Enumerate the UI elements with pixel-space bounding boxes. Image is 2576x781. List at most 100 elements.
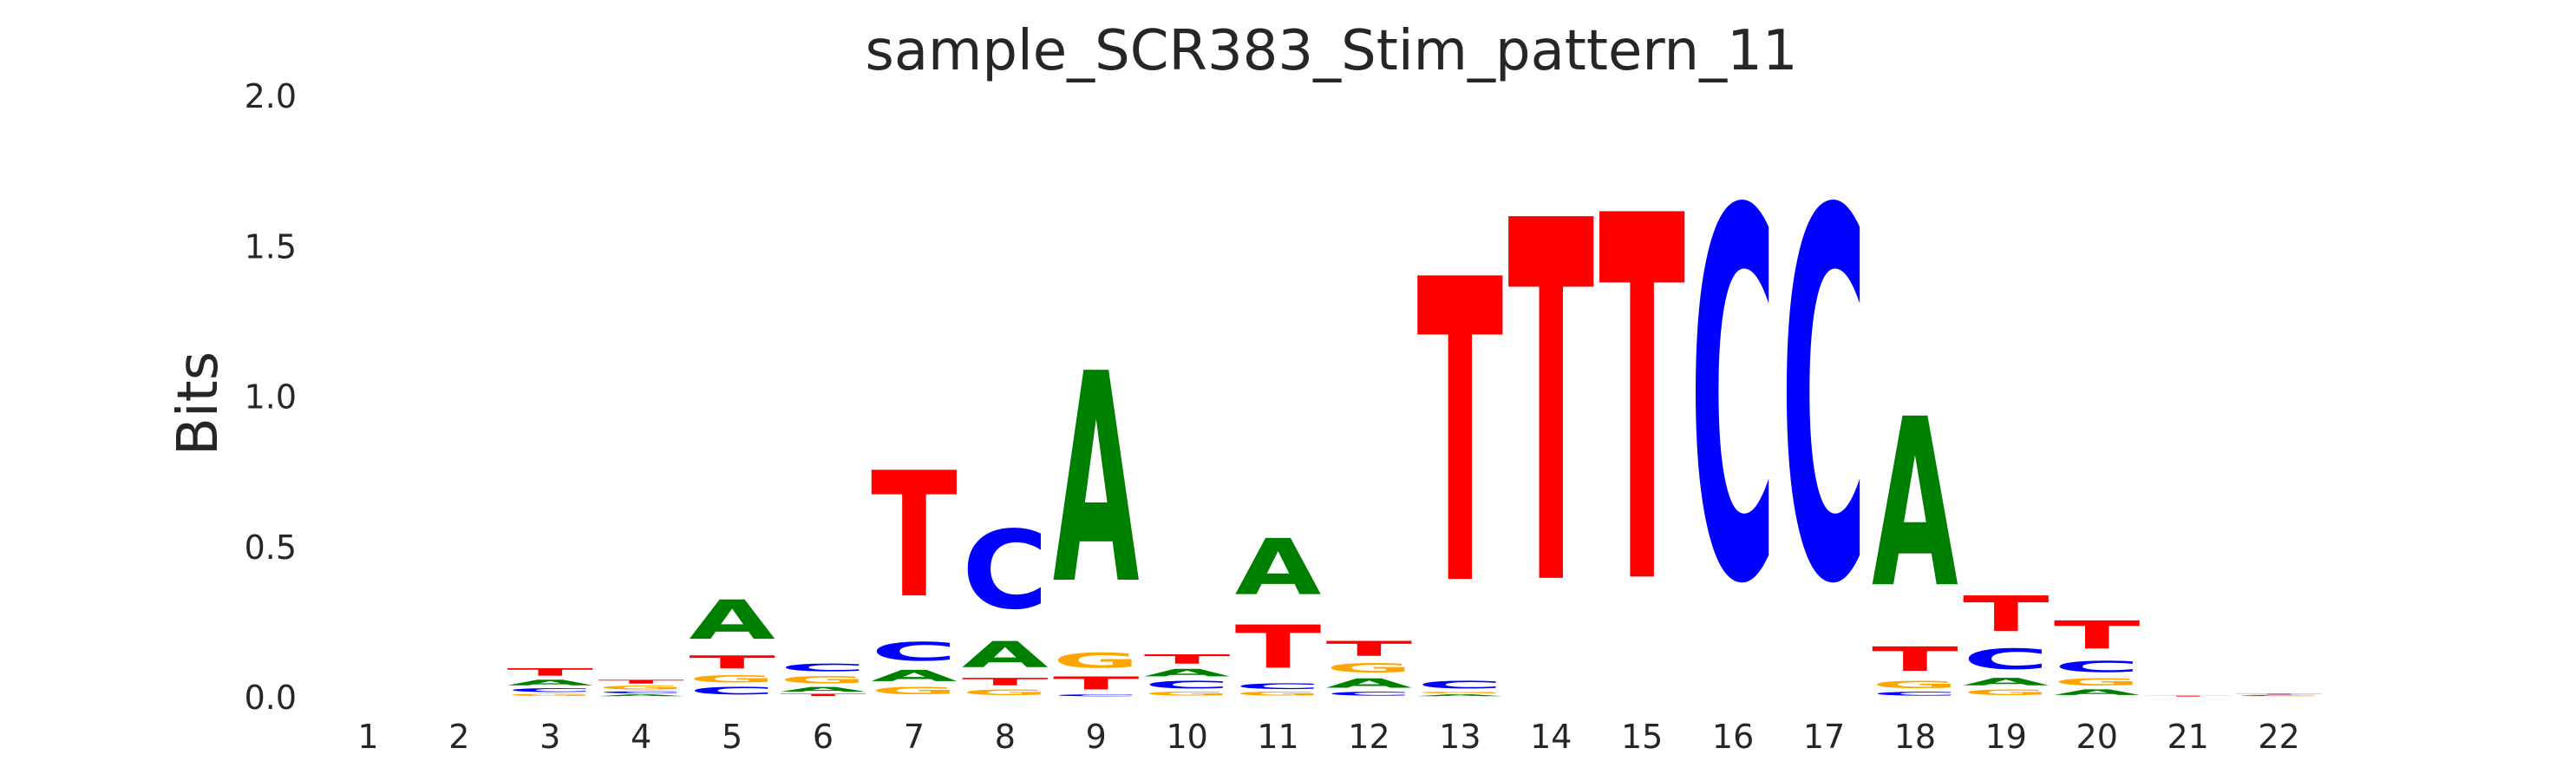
logo-letter-g: G: [1963, 688, 2050, 697]
x-tick-label: 12: [1348, 718, 1389, 756]
x-tick-label: 14: [1530, 718, 1572, 756]
logo-letter-a: A: [1326, 676, 1413, 691]
logo-letter-g: G: [598, 685, 684, 691]
logo-letter-c: C: [1235, 682, 1322, 691]
logo-letter-a: A: [1963, 676, 2050, 688]
logo-letter-c: C: [1417, 679, 1504, 691]
x-tick-label: 17: [1803, 718, 1845, 756]
y-tick-label: 0.5: [245, 528, 297, 567]
x-axis-ticks: 1 2 3 4 5 6 7 8 9 10 11 12 13 14 15 16 17 18 19 20 21 22: [357, 718, 2299, 756]
logo-letter-a: A: [507, 679, 593, 687]
logo-letter-t: T: [689, 652, 775, 673]
x-tick-label: 1: [357, 718, 378, 756]
x-tick-label: 18: [1894, 718, 1936, 756]
logo-letter-t: T: [2054, 614, 2141, 658]
logo-letter-t: T: [1235, 613, 1322, 681]
logo-letter-t: T: [1599, 113, 1685, 696]
logo-letter-c: C: [2236, 695, 2323, 696]
logo-letter-a: A: [1144, 666, 1231, 679]
x-tick-label: 15: [1621, 718, 1663, 756]
x-tick-label: 9: [1086, 718, 1107, 756]
x-tick-label: 22: [2258, 718, 2299, 756]
position-stack: GCT: [2236, 693, 2323, 697]
x-tick-label: 2: [448, 718, 469, 756]
logo-letter-c: C: [1781, 106, 1867, 695]
logo-letter-g: G: [507, 693, 593, 697]
logo-letter-a: A: [1235, 523, 1322, 614]
logo-letter-g: G: [689, 673, 775, 685]
logo-letter-a: A: [689, 588, 775, 652]
position-stack: C: [1781, 106, 1867, 695]
position-stack: T: [1599, 113, 1685, 696]
x-tick-label: 21: [2167, 718, 2208, 756]
logo-letter-c: C: [780, 662, 866, 674]
logo-letter-t: T: [2236, 693, 2323, 694]
logo-letter-c: C: [2054, 658, 2141, 676]
logo-letter-a: A: [962, 633, 1049, 676]
x-tick-label: 3: [539, 718, 560, 756]
logo-letter-c: C: [507, 687, 593, 693]
logo-letter-t: T: [871, 436, 958, 637]
logo-letter-c: C: [871, 637, 958, 666]
x-tick-label: 5: [722, 718, 742, 756]
logo-letter-t: T: [507, 666, 593, 679]
y-tick-label: 0.0: [245, 679, 297, 717]
logo-letter-g: G: [2054, 676, 2141, 688]
logo-letter-g: G: [1144, 691, 1231, 697]
x-tick-label: 6: [813, 718, 834, 756]
x-tick-label: 13: [1439, 718, 1481, 756]
logo-letter-t: T: [1507, 119, 1594, 696]
logo-letter-g: G: [1053, 649, 1140, 673]
y-axis-ticks: 0.0 0.5 1.0 1.5 2.0: [245, 77, 297, 717]
letter-stacks: GCATACGTCGTATAGCGACTGTACCTGAGCATGCTACAGT…: [507, 106, 2322, 697]
logo-letter-c: C: [1326, 691, 1413, 697]
y-tick-label: 1.0: [245, 378, 297, 417]
logo-letter-a: A: [1053, 313, 1140, 648]
logo-letter-t: T: [1144, 652, 1231, 666]
logo-letter-c: C: [598, 691, 684, 693]
logo-letter-c: C: [689, 685, 775, 697]
logo-letter-g: G: [1872, 679, 1958, 691]
logo-letter-t: T: [1417, 193, 1504, 678]
logo-letter-c: C: [962, 508, 1049, 633]
chart-title: sample_SCR383_Stim_pattern_11: [865, 19, 1797, 83]
logo-letter-t: T: [1872, 640, 1958, 679]
x-tick-label: 20: [2076, 718, 2118, 756]
logo-letter-t: T: [1053, 673, 1140, 693]
logo-letter-a: A: [871, 666, 958, 685]
position-stack: T: [1507, 119, 1594, 696]
position-stack: T: [2145, 695, 2232, 697]
logo-letter-t: T: [2145, 695, 2232, 697]
logo-letter-t: T: [1326, 637, 1413, 661]
y-tick-label: 1.5: [245, 227, 297, 266]
x-tick-label: 8: [995, 718, 1016, 756]
logo-letter-c: C: [1144, 679, 1231, 691]
x-tick-label: 7: [904, 718, 925, 756]
x-tick-label: 4: [631, 718, 651, 756]
y-axis-label: Bits: [167, 351, 231, 456]
logo-letter-g: G: [2236, 696, 2323, 697]
x-tick-label: 11: [1257, 718, 1298, 756]
logo-letter-t: T: [1963, 586, 2050, 643]
logo-letter-g: G: [1417, 691, 1504, 693]
logo-letter-t: T: [598, 679, 684, 685]
logo-letter-g: G: [780, 673, 866, 686]
position-stack: C: [1690, 106, 1776, 695]
logo-letter-a: A: [598, 694, 684, 697]
x-tick-label: 19: [1985, 718, 2027, 756]
logo-letter-c: C: [1690, 106, 1776, 695]
